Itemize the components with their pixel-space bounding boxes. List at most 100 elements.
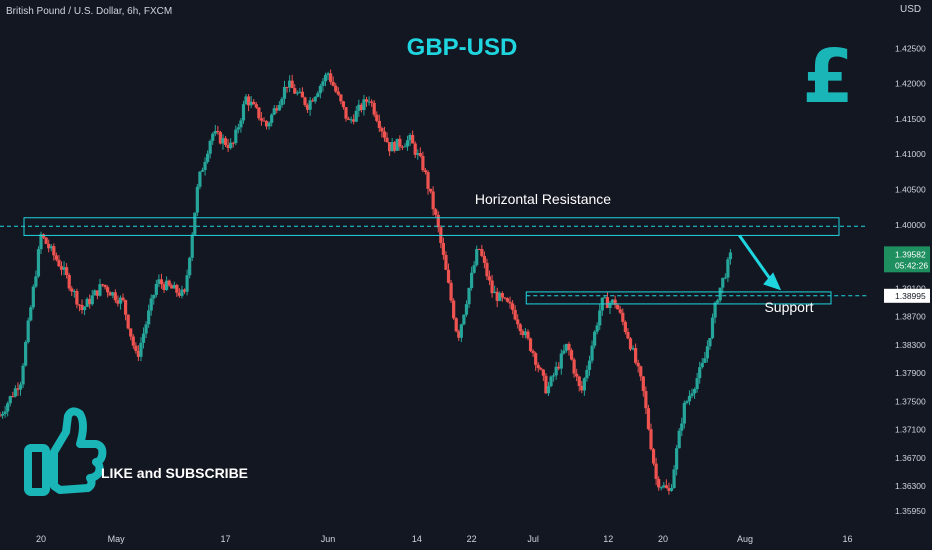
candle-body [385, 137, 389, 143]
candle-body [354, 110, 358, 122]
candle-body [129, 328, 133, 337]
candle-body [323, 75, 328, 82]
candle-body [695, 378, 699, 390]
candle-body [170, 285, 174, 289]
candle-body [569, 350, 574, 360]
candle-body [295, 92, 299, 94]
candle-body [616, 304, 620, 310]
zones-layer [0, 217, 868, 305]
candle-body [300, 91, 305, 98]
candle-body [352, 119, 356, 122]
candle-body [582, 378, 586, 391]
candle-body [567, 343, 571, 351]
candle-body [31, 286, 35, 308]
y-tick-label: 1.42000 [895, 79, 926, 89]
candle-body [249, 101, 253, 106]
candle-body [713, 302, 717, 318]
candle-body [106, 287, 110, 293]
candle-body [664, 485, 668, 489]
candle-body [546, 386, 551, 394]
candle-body [39, 234, 43, 250]
y-tick-label: 1.36700 [895, 453, 926, 463]
candle-body [221, 138, 225, 144]
y-tick-label: 1.37900 [895, 368, 926, 378]
candle-body [34, 276, 38, 287]
candle-body [682, 402, 686, 424]
candle-body [375, 114, 379, 121]
candle-body [516, 319, 520, 325]
candle-body [500, 293, 504, 298]
candle-body [126, 314, 130, 329]
candle-body [311, 100, 315, 102]
x-tick-label: 20 [36, 534, 46, 544]
candle-body [377, 120, 381, 129]
candle-body [3, 411, 7, 415]
y-tick-label: 1.38300 [895, 340, 926, 350]
candle-body [641, 376, 645, 392]
candle-body [485, 262, 489, 277]
candle-body [336, 91, 340, 95]
candle-body [452, 300, 456, 319]
candle-body [431, 191, 435, 210]
candle-body [67, 275, 71, 289]
candle-body [275, 108, 279, 111]
candle-body [677, 430, 681, 449]
candle-body [177, 292, 182, 296]
candle-body [528, 338, 533, 351]
candle-body [598, 310, 602, 326]
candle-body [241, 104, 246, 121]
candle-body [403, 146, 407, 148]
candle-body [308, 100, 312, 110]
candle-body [590, 345, 594, 361]
candle-body [123, 300, 128, 315]
candle-body [710, 317, 715, 339]
currency-label[interactable]: USD [900, 4, 922, 15]
candle-body [667, 488, 671, 491]
candle-body [531, 350, 535, 354]
y-tick-label: 1.36300 [895, 481, 926, 491]
candle-body [498, 293, 502, 301]
candle-body [29, 307, 33, 321]
candle-body [108, 292, 112, 296]
candle-body [167, 280, 171, 286]
candle-body [534, 353, 538, 365]
candle-body [70, 288, 74, 292]
candle-body [175, 284, 179, 293]
like-subscribe-label: LIKE and SUBSCRIBE [101, 465, 248, 481]
candle-body [536, 364, 540, 369]
candle-body [247, 96, 251, 106]
y-tick-label: 1.39100 [895, 283, 926, 293]
candle-body [423, 170, 428, 173]
candle-body [577, 376, 581, 386]
candle-body [623, 321, 627, 333]
candle-body [298, 91, 302, 93]
candle-body [362, 99, 366, 111]
candle-body [162, 284, 166, 290]
candle-body [293, 88, 297, 94]
candle-body [270, 114, 274, 123]
candle-body [357, 104, 361, 111]
candle-body [628, 338, 633, 350]
candle-body [272, 108, 276, 115]
candle-body [662, 485, 666, 488]
candle-body [267, 122, 271, 127]
candle-body [726, 259, 730, 278]
candle-body [103, 284, 107, 288]
candle-body [508, 301, 512, 304]
candle-body [387, 142, 392, 152]
candle-body [405, 140, 410, 147]
candle-body [416, 153, 420, 155]
candle-body [280, 98, 284, 106]
candle-body [57, 259, 61, 267]
candle-body [75, 291, 79, 305]
support-zone [525, 291, 832, 305]
candle-body [510, 303, 515, 310]
candle-body [72, 291, 76, 293]
candle-body [85, 298, 89, 307]
candle-body [557, 366, 561, 369]
candle-body [639, 366, 643, 377]
candle-body [216, 130, 220, 133]
candle-body [16, 388, 20, 390]
candle-body [305, 104, 310, 110]
